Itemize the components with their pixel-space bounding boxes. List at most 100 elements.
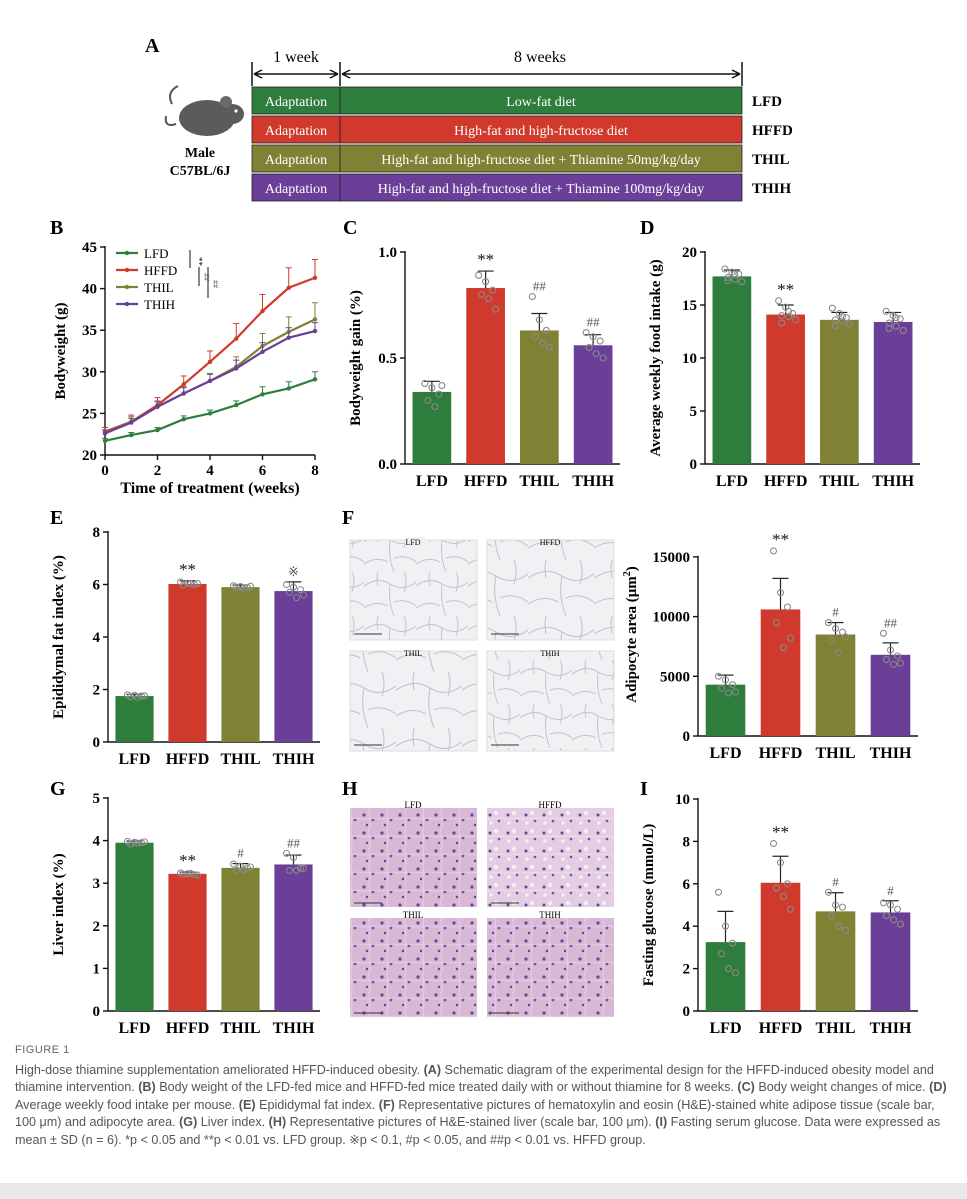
x-tick-label: THIL xyxy=(519,473,559,490)
bar-hffd xyxy=(168,583,207,742)
chart-b: B 20 25 30 35 40 45 Bodyweight (g) 0 2 4 6 8 Time of … xyxy=(50,217,319,497)
micrograph-title-h-thih: THIH xyxy=(539,910,561,920)
data-point xyxy=(286,386,291,391)
data-point xyxy=(181,391,186,396)
data-point xyxy=(886,646,895,654)
bar-hffd xyxy=(760,609,801,736)
x-tick-label: HFFD xyxy=(166,1020,210,1037)
panel-label-a: A xyxy=(145,35,160,57)
data-point xyxy=(312,317,318,322)
bar-hffd xyxy=(760,882,801,1011)
data-point xyxy=(190,580,199,589)
data-point xyxy=(234,366,239,371)
data-point xyxy=(721,265,729,273)
arrow-8-weeks xyxy=(341,69,741,79)
x-axis-label: Time of treatment (weeks) xyxy=(120,480,299,497)
panel-label-e: E xyxy=(50,507,63,529)
data-point xyxy=(841,926,850,934)
data-point xyxy=(738,278,746,286)
bar-thil xyxy=(815,634,856,736)
data-point xyxy=(285,588,294,596)
data-point xyxy=(542,326,550,334)
data-point xyxy=(841,633,850,641)
x-tick-label: 2 xyxy=(154,463,162,479)
x-tick-label: THIH xyxy=(870,1020,912,1037)
significance-mark: ## xyxy=(587,315,601,330)
micrograph-liver-thih xyxy=(487,918,614,1017)
data-point xyxy=(714,672,723,680)
data-point xyxy=(721,676,730,684)
data-point xyxy=(102,438,108,444)
x-tick-label: 8 xyxy=(311,463,319,479)
figure-caption: FIGURE 1 High-dose thiamine supplementat… xyxy=(15,1042,950,1150)
legend-marker xyxy=(124,301,130,307)
micrograph-title-h-lfd: LFD xyxy=(404,800,422,810)
x-tick-label: THIH xyxy=(572,473,614,490)
significance-mark: ** xyxy=(477,250,494,269)
data-point xyxy=(776,859,785,867)
design-group-label: THIL xyxy=(752,152,790,168)
design-group-label: LFD xyxy=(752,94,782,110)
data-point xyxy=(286,335,291,340)
x-tick-label: THIH xyxy=(273,751,315,768)
data-point xyxy=(792,316,800,324)
x-tick-label: THIL xyxy=(220,751,260,768)
data-point xyxy=(728,681,737,689)
legend-label: THIH xyxy=(144,297,175,312)
data-point xyxy=(485,295,493,303)
chart-e: E 0 2 4 6 8 Epididymal fat index (%) LFD HFFD ** T… xyxy=(50,507,320,768)
micrograph-fat-thil xyxy=(349,650,478,752)
caption-panel-ref: (H) xyxy=(268,1115,287,1130)
scale-bar xyxy=(354,633,519,746)
legend-label: THIL xyxy=(144,280,174,295)
data-point xyxy=(735,270,743,278)
data-point xyxy=(731,270,739,278)
data-point xyxy=(889,660,898,668)
data-point xyxy=(824,888,833,896)
bar-lfd xyxy=(705,942,746,1011)
data-point xyxy=(179,870,188,878)
bar-thih xyxy=(274,591,313,742)
data-point xyxy=(824,619,833,627)
micrograph-liver-lfd xyxy=(350,808,477,907)
bar-hffd xyxy=(766,314,805,464)
x-tick-label: THIL xyxy=(815,1020,855,1037)
data-point xyxy=(831,322,839,330)
bottom-bar xyxy=(0,1183,967,1199)
significance-mark: # xyxy=(237,846,244,861)
panel-label-f: F xyxy=(342,507,354,529)
design-diet-cell xyxy=(339,115,743,144)
panel-label-c: C xyxy=(343,217,357,239)
micrograph-title-f-lfd: LFD xyxy=(405,538,420,547)
x-tick-label: 6 xyxy=(259,463,267,479)
y-tick-label: 0 xyxy=(683,729,691,745)
design-diet-cell xyxy=(339,173,743,202)
design-adaptation-cell xyxy=(251,144,341,173)
panel-f-micrographs: F LFD HFFD THIL THIH xyxy=(342,507,615,752)
design-adaptation-cell xyxy=(251,115,341,144)
data-point xyxy=(190,871,199,879)
caption-panel-ref: (I) xyxy=(655,1115,668,1130)
data-point xyxy=(431,403,439,411)
chart-c: C 0.0 0.5 1.0 Bodyweight gain (%) LFD HFFD ** TH… xyxy=(343,217,620,490)
data-point xyxy=(234,402,239,408)
label-8-weeks: 8 weeks xyxy=(514,49,566,66)
data-point xyxy=(714,888,723,896)
data-point xyxy=(592,350,600,358)
series-lfd xyxy=(102,371,318,444)
data-point xyxy=(889,916,898,924)
chart-d: D 0 5 10 15 20 Average weekly food intake (g) L… xyxy=(640,217,920,490)
data-point xyxy=(207,359,213,365)
x-tick-label: HFFD xyxy=(464,473,508,490)
micrograph-title-f-thil: THIL xyxy=(404,649,422,658)
chart-g: G 0 1 2 3 4 5 Liver index (%) LFD HFFD ** THIL # THIH… xyxy=(50,778,320,1037)
data-point xyxy=(892,322,900,330)
data-point xyxy=(778,312,786,320)
data-point xyxy=(193,871,202,879)
y-tick-label: 5000 xyxy=(660,669,690,685)
data-point xyxy=(424,396,432,404)
data-point xyxy=(893,905,902,913)
x-tick-label: 4 xyxy=(206,463,214,479)
bar-thil xyxy=(820,319,859,464)
y-tick-label: 3 xyxy=(93,876,101,892)
